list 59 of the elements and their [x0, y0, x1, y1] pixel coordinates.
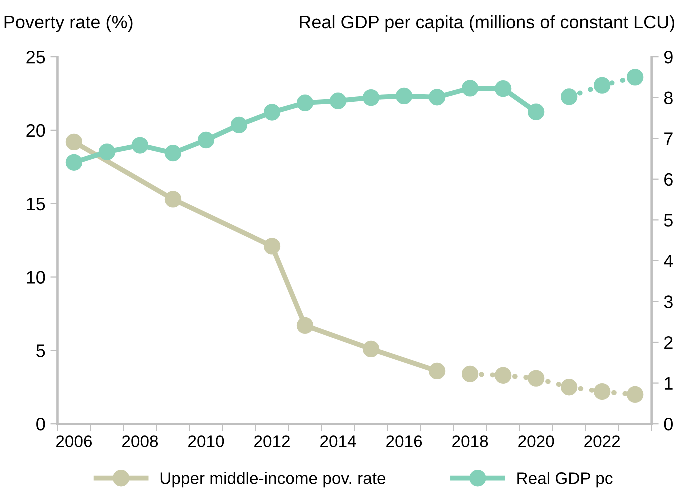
y2-tick-label: 5: [664, 214, 673, 227]
y2-tick-label: 3: [664, 296, 673, 308]
point: [362, 340, 380, 358]
point: [296, 94, 314, 112]
point: [362, 89, 380, 106]
point: [627, 386, 644, 404]
x-tick-label: 2006: [56, 436, 92, 448]
y2-tick-label: 9: [664, 50, 673, 64]
point: [494, 80, 512, 98]
y-tick-label: 25: [26, 50, 46, 64]
x-tick-label: 2018: [452, 436, 488, 448]
y2-tick-label: 4: [664, 255, 674, 268]
point: [98, 144, 116, 160]
point: [330, 92, 347, 110]
point: [560, 88, 578, 106]
point: [66, 154, 83, 171]
point: [132, 137, 149, 154]
point: [494, 367, 512, 384]
y2-tick-label: 8: [664, 92, 673, 105]
legend-label: Upper middle-income pov. rate: [160, 472, 386, 488]
point: [264, 238, 281, 255]
point: [198, 132, 215, 149]
point: [396, 88, 413, 105]
point: [594, 383, 611, 400]
y2-tick-label: 2: [664, 336, 673, 350]
point: [528, 104, 545, 120]
y-tick-label: 10: [27, 271, 46, 284]
y2-tick-label: 6: [664, 173, 673, 186]
y-axis-title: Poverty rate (%): [4, 15, 133, 32]
point: [627, 69, 644, 86]
legend-label: Real GDP pc: [518, 472, 613, 488]
point: [462, 80, 479, 97]
y-tick-label: 0: [36, 418, 46, 431]
y-tick-label: 20: [26, 124, 46, 138]
point: [428, 362, 446, 380]
point: [560, 379, 578, 396]
y2-tick-label: 7: [664, 132, 673, 146]
point: [462, 366, 479, 382]
y2-tick-label: 1: [665, 377, 673, 390]
point: [296, 317, 314, 334]
point: [66, 134, 83, 151]
x-tick-label: 2008: [122, 436, 158, 448]
x-tick-label: 2022: [584, 436, 620, 448]
x-tick-label: 2014: [320, 436, 356, 448]
y2-tick-label: 0: [664, 418, 673, 431]
point: [528, 370, 545, 387]
x-tick-label: 2012: [254, 436, 290, 448]
y2-axis-title: Real GDP per capita (millions of constant LCU): [300, 15, 675, 32]
x-tick-label: 2010: [188, 436, 224, 448]
point: [230, 116, 248, 134]
point: [164, 191, 182, 208]
x-tick-label: 2020: [518, 436, 554, 448]
y-tick-label: 15: [27, 198, 46, 211]
y-tick-label: 5: [36, 344, 46, 358]
point: [594, 77, 611, 94]
point: [428, 89, 446, 106]
point: [164, 144, 182, 162]
x-tick-label: 2016: [386, 436, 422, 448]
point: [264, 104, 281, 121]
